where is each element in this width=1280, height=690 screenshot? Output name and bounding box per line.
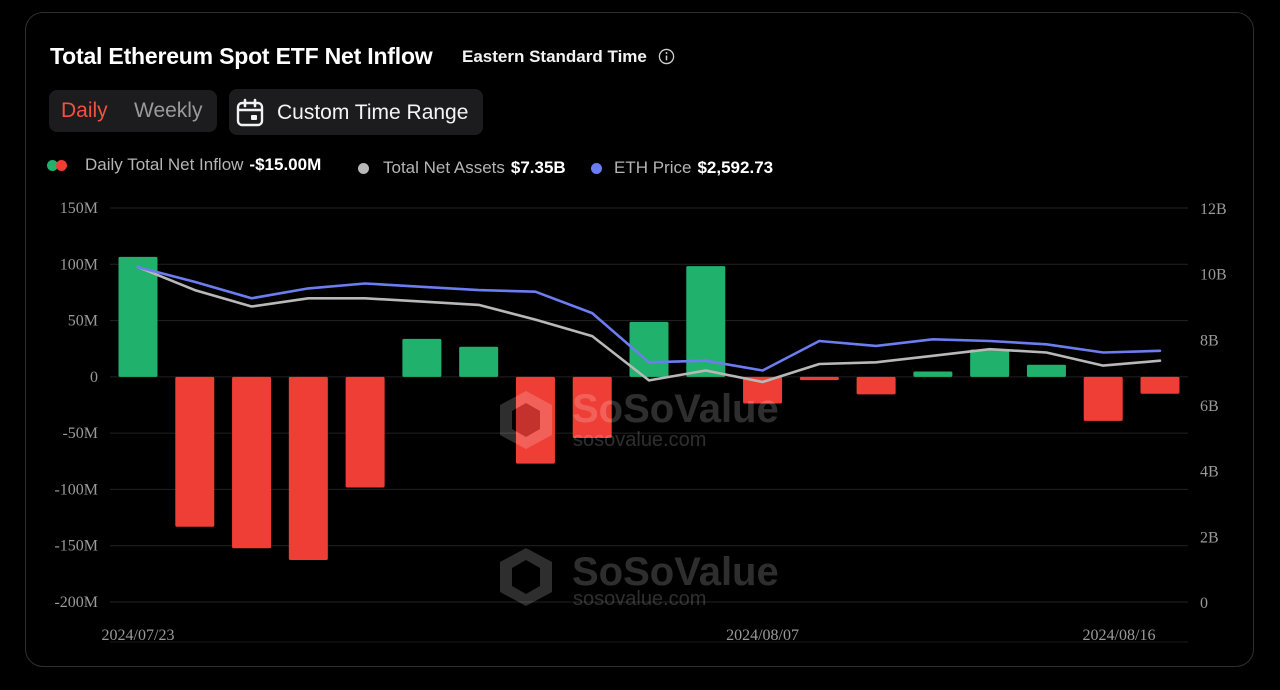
legend-assets: Total Net Assets $7.35B — [383, 158, 566, 178]
interval-toggle: Daily Weekly — [49, 90, 217, 132]
assets-legend-icon — [358, 163, 369, 174]
weekly-tab[interactable]: Weekly — [134, 99, 203, 122]
legend-inflow-value: -$15.00M — [249, 155, 322, 174]
legend-assets-value: $7.35B — [510, 158, 566, 177]
info-icon[interactable] — [658, 48, 675, 65]
legend-assets-label: Total Net Assets — [383, 158, 505, 177]
legend-inflow: Daily Total Net Inflow -$15.00M — [85, 155, 321, 175]
legend-price-label: ETH Price — [614, 158, 692, 177]
price-legend-icon — [591, 163, 602, 174]
daily-tab[interactable]: Daily — [61, 99, 108, 122]
inflow-legend-icon — [47, 159, 69, 173]
custom-time-range-label: Custom Time Range — [277, 101, 469, 124]
calendar-icon — [236, 98, 264, 127]
timezone-label: Eastern Standard Time — [462, 47, 647, 66]
custom-time-range-button[interactable]: Custom Time Range — [229, 89, 483, 135]
legend-price: ETH Price $2,592.73 — [614, 158, 773, 178]
legend-inflow-label: Daily Total Net Inflow — [85, 155, 244, 174]
legend-price-value: $2,592.73 — [697, 158, 774, 177]
chart-title: Total Ethereum Spot ETF Net Inflow — [50, 43, 433, 69]
